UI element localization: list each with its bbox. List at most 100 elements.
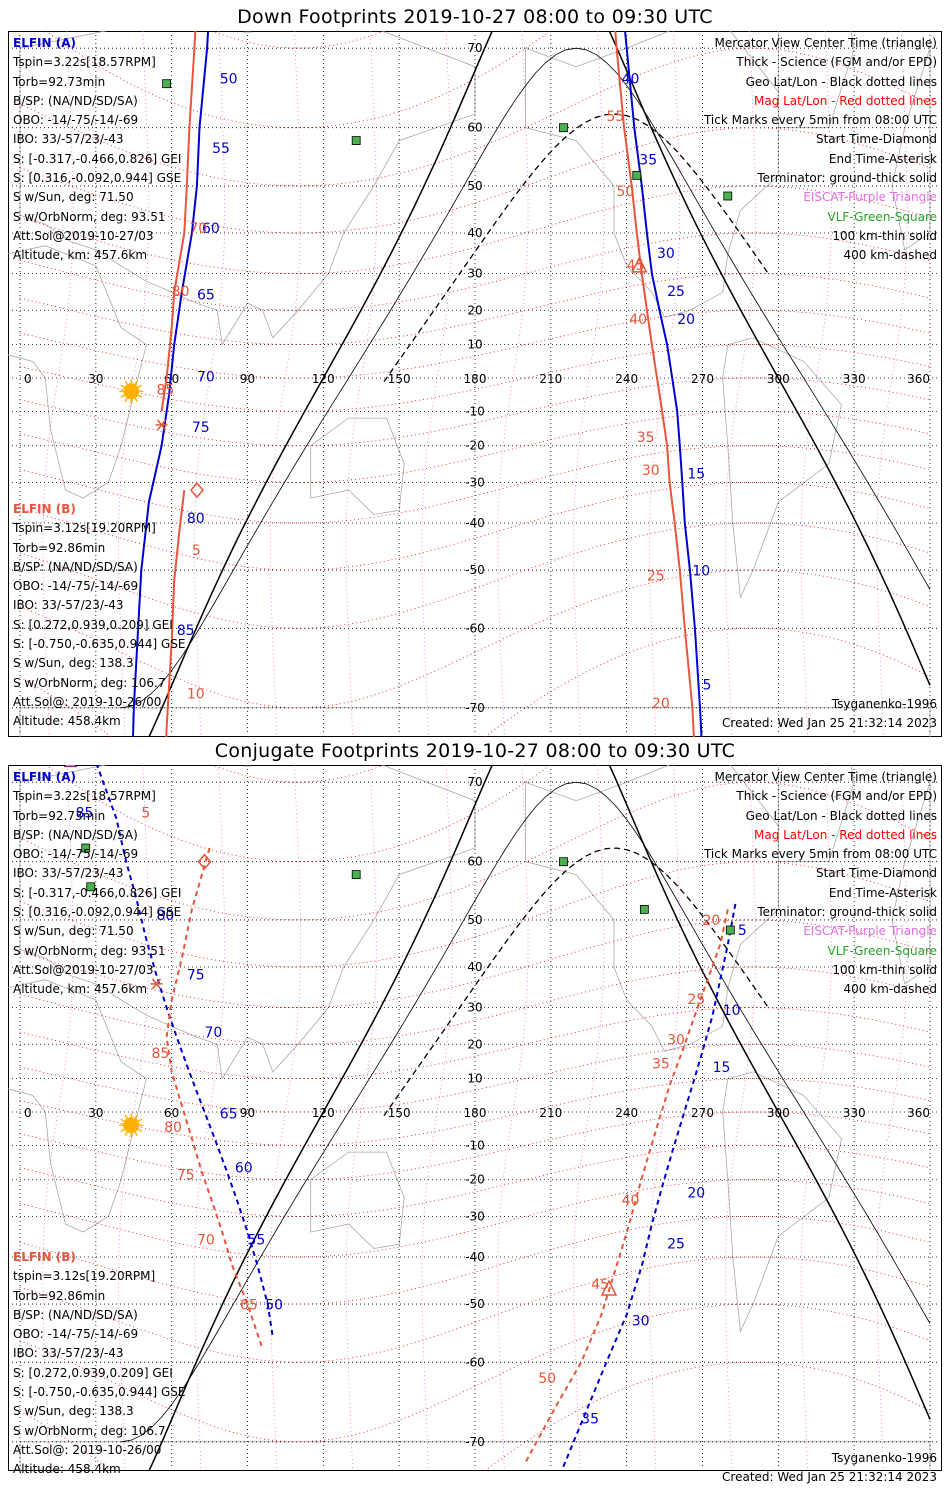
orbit-tick-label: 75	[177, 1168, 195, 1184]
start-diamond-icon	[197, 853, 212, 870]
legend-item: VLF-Green-Square	[827, 209, 937, 224]
info-line: S w/Sun, deg: 138.3	[13, 656, 134, 671]
mag-meridian	[193, 31, 226, 737]
x-tick-label: 180	[464, 1106, 487, 1120]
vlf-square-icon	[725, 925, 735, 935]
sun-ray	[120, 384, 125, 388]
y-tick-label: 70	[467, 775, 482, 789]
x-tick-label: 120	[312, 372, 335, 386]
continent-outline	[525, 765, 779, 1052]
legend-item: EISCAT-Purple Triangle	[803, 190, 937, 205]
orbit-tick-label: 70	[205, 1025, 223, 1041]
orbit-tick-label: 30	[632, 1314, 650, 1330]
x-tick-label: 300	[767, 372, 790, 386]
y-tick-label: -50	[465, 563, 485, 577]
x-tick-label: 300	[767, 1106, 790, 1120]
orbit-track	[624, 31, 703, 737]
orbit-tick-label: 5	[141, 806, 150, 822]
orbit-tick-label: 50	[617, 184, 635, 200]
vlf-square-icon	[81, 843, 91, 853]
mag-parallel	[45, 765, 551, 863]
info-line: OBO: -14/-75/-14/-69	[13, 113, 139, 128]
continent-outline	[891, 782, 931, 985]
mag-meridian	[724, 31, 756, 737]
orbit-tick-label: 25	[667, 1236, 685, 1252]
orbit-tick-label: 35	[637, 430, 655, 446]
orbit-track	[160, 31, 197, 412]
sun-ray	[134, 1131, 138, 1137]
legend-item: Mercator View Center Time (triangle)	[714, 770, 937, 784]
orbit-tick-label: 5	[192, 543, 201, 559]
orbit-tick-label: 65	[197, 288, 215, 304]
mag-meridian	[497, 765, 529, 1471]
sun-ray	[134, 1114, 138, 1119]
info-line: Att.Sol@: 2019-10-26/00	[13, 1442, 162, 1457]
mag-meridian	[724, 765, 756, 1471]
info-line: tspin=3.12s[19.20RPM]	[13, 1269, 156, 1284]
y-tick-label: 70	[467, 41, 482, 55]
elfin-b-info-down: ELFIN (B) Tspin=3.12s[19.20RPM] Torb=92.…	[13, 500, 186, 732]
info-line: S: [0.272,0.939,0.209] GEI	[13, 1365, 173, 1380]
orbit-tick-label: 50	[538, 1371, 556, 1387]
y-tick-label: 20	[467, 1037, 482, 1051]
elfin-a-info-conjugate: ELFIN (A) Tspin=3.22s[18.57RPM] Torb=92.…	[13, 768, 181, 1000]
y-tick-label: 40	[467, 960, 482, 974]
elfin-a-header: ELFIN (A)	[13, 36, 76, 50]
x-tick-label: 90	[240, 1106, 255, 1120]
vlf-square-icon	[632, 170, 642, 180]
orbit-tick-label: 85	[151, 1046, 169, 1062]
info-line: IBO: 33/-57/23/-43	[13, 598, 124, 613]
x-tick-label: 360	[907, 372, 930, 386]
info-line: Altitude, km: 457.6km	[13, 248, 148, 263]
end-asterisk-icon	[150, 978, 163, 990]
x-tick-label: 0	[24, 372, 32, 386]
orbit-track	[132, 31, 210, 737]
orbit-track	[614, 31, 695, 737]
orbit-track	[95, 765, 274, 1338]
continent-outline	[722, 1071, 842, 1333]
orbit-tick-label: 30	[667, 1032, 685, 1048]
legend-item: Mag Lat/Lon - Red dotted lines	[753, 827, 937, 842]
info-line: OBO: -14/-75/-14/-69	[13, 847, 139, 862]
vlf-square-icon	[723, 191, 733, 201]
model-label-conjugate: Tsyganenko-1996	[831, 1451, 937, 1465]
elfin-b-header: ELFIN (B)	[13, 502, 76, 516]
vlf-square-icon	[351, 136, 361, 145]
orbit-tick-label: 80	[187, 511, 205, 527]
info-line: S: [-0.750,-0.635,0.944] GSE	[13, 637, 186, 652]
orbit-tick-label: 70	[197, 1232, 215, 1248]
info-line: Torb=92.86min	[13, 540, 106, 555]
mag-meridian	[876, 31, 908, 737]
y-tick-label: -20	[465, 439, 485, 453]
orbit-track	[560, 903, 737, 1471]
info-line: IBO: 33/-57/23/-43	[13, 1346, 124, 1361]
y-tick-label: 10	[467, 338, 482, 352]
orbit-tick-label: 70	[197, 369, 215, 385]
x-tick-label: 240	[615, 372, 638, 386]
orbit-tick-label: 25	[687, 992, 705, 1008]
y-tick-label: -70	[465, 1435, 485, 1449]
orbit-track	[524, 909, 729, 1463]
legend-item: Thick - Science (FGM and/or EPD)	[736, 55, 937, 70]
x-tick-label: 60	[164, 1106, 179, 1120]
asterisk-stroke	[151, 978, 162, 990]
mag-meridian	[345, 765, 377, 1471]
continent-outline	[8, 979, 147, 1233]
legend-item: End Time-Asterisk	[828, 151, 937, 166]
sun-ray	[137, 384, 142, 388]
y-tick-label: -30	[465, 1209, 485, 1223]
end-asterisk-icon	[155, 419, 168, 431]
info-line: S w/OrbNorm, deg: 93.51	[13, 209, 166, 224]
x-tick-label: 270	[691, 372, 714, 386]
orbit-tick-label: 15	[687, 467, 705, 483]
info-line: Tspin=3.12s[19.20RPM]	[13, 521, 156, 536]
info-line: B/SP: (NA/ND/SD/SA)	[13, 559, 138, 574]
orbit-tick-label: 30	[642, 463, 660, 479]
mag-parallel	[19, 445, 931, 524]
legend-item: 400 km-dashed	[843, 982, 937, 997]
x-tick-label: 330	[843, 372, 866, 386]
mag-meridian	[421, 765, 453, 1471]
view-center-triangle-icon	[631, 256, 648, 273]
info-line: OBO: -14/-75/-14/-69	[13, 1327, 139, 1342]
orbit-track	[165, 489, 186, 737]
